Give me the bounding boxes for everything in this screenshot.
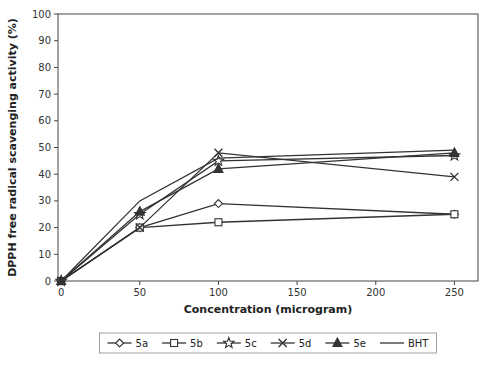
y-tick: [54, 147, 58, 148]
x-tick-label: 200: [366, 287, 385, 298]
y-tick-label: 20: [38, 222, 51, 233]
x-tick: [454, 281, 455, 285]
y-tick: [54, 40, 58, 41]
marker: [450, 148, 459, 157]
legend-marker: [279, 339, 287, 347]
plot-frame: [58, 14, 478, 281]
x-tick-label: 0: [58, 287, 64, 298]
y-tick: [54, 94, 58, 95]
legend-marker: [224, 338, 234, 348]
y-tick: [54, 14, 58, 15]
y-tick-label: 80: [38, 62, 51, 73]
y-tick: [54, 120, 58, 121]
legend-label: 5d: [299, 338, 312, 349]
y-tick: [54, 254, 58, 255]
y-tick-label: 60: [38, 115, 51, 126]
legend-item: 5e: [325, 338, 366, 349]
x-tick: [297, 281, 298, 285]
marker: [450, 210, 458, 218]
x-tick: [218, 281, 219, 285]
legend-item: 5b: [162, 338, 203, 349]
legend-item: BHT: [380, 338, 429, 349]
x-tick-label: 150: [288, 287, 307, 298]
plot-data: [56, 148, 460, 286]
y-axis-label: DPPH free radical scavenging activity (%…: [6, 18, 19, 277]
legend-label: 5a: [136, 338, 149, 349]
y-tick-label: 10: [38, 249, 51, 260]
marker: [450, 173, 458, 181]
y-tick-label: 90: [38, 35, 51, 46]
x-tick-label: 50: [133, 287, 146, 298]
series-line: [61, 153, 454, 281]
chart: 0 50 100 150 200 250 0 10 20 30 40 50 60 70 80 90 100 Con…: [0, 0, 496, 369]
marker: [135, 207, 144, 216]
legend-item: 5a: [108, 338, 149, 349]
y-tick: [54, 227, 58, 228]
y-tick-label: 0: [45, 276, 51, 287]
legend-box: [100, 333, 437, 353]
marker: [214, 200, 222, 208]
series-line: [61, 156, 454, 281]
y-tick: [54, 174, 58, 175]
legend-swatch: [380, 342, 404, 343]
x-axis-label: Concentration (microgram): [184, 303, 353, 316]
x-tick: [375, 281, 376, 285]
series-line: [61, 150, 454, 281]
legend-marker: [171, 340, 178, 347]
series-line: [61, 153, 454, 281]
y-tick: [54, 200, 58, 201]
marker: [136, 224, 144, 232]
y-tick-label: 100: [32, 9, 51, 20]
legend-marker: [116, 339, 124, 347]
y-tick-label: 30: [38, 195, 51, 206]
series-line: [61, 214, 454, 281]
legend-label: 5c: [245, 338, 257, 349]
marker: [136, 224, 143, 231]
y-tick: [54, 67, 58, 68]
marker: [136, 224, 144, 232]
legend: 5a 5b 5c 5d 5e BHT: [100, 333, 437, 353]
legend-label: BHT: [408, 338, 429, 349]
legend-label: 5b: [190, 338, 203, 349]
x-tick-label: 250: [445, 287, 464, 298]
marker: [451, 211, 458, 218]
marker: [214, 149, 222, 157]
legend-item: 5d: [271, 338, 312, 349]
legend-label: 5e: [353, 338, 366, 349]
y-tick-label: 70: [38, 89, 51, 100]
legend-marker: [333, 338, 342, 347]
legend-item: 5c: [217, 338, 257, 349]
marker: [215, 219, 222, 226]
marker: [214, 164, 223, 173]
x-tick: [139, 281, 140, 285]
y-tick-label: 40: [38, 169, 51, 180]
x-tick-label: 100: [209, 287, 228, 298]
y-tick-label: 50: [38, 142, 51, 153]
series-line: [61, 204, 454, 281]
